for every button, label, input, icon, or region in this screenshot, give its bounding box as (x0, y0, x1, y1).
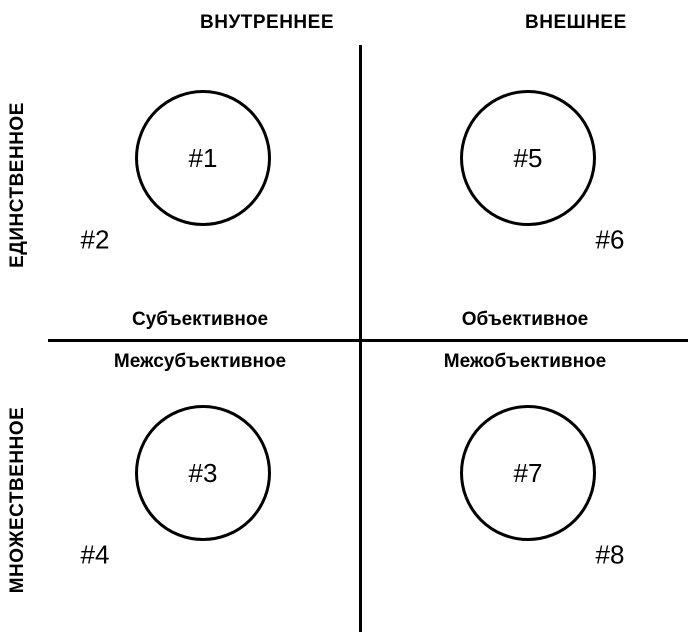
midlabel-intersubjective: Межсубъективное (114, 351, 286, 373)
midlabel-interobjective: Межобъективное (444, 351, 606, 373)
quadrant-circle-7: #7 (460, 405, 596, 541)
quadrant-outer-2: #2 (81, 225, 110, 256)
side-label-plural: МНОЖЕСТВЕННОЕ (7, 407, 29, 594)
circle-label: #7 (514, 458, 543, 489)
side-label-singular: ЕДИНСТВЕННОЕ (7, 102, 29, 268)
circle-label: #1 (189, 143, 218, 174)
midlabel-objective: Объективное (462, 309, 589, 331)
quadrant-outer-8: #8 (596, 540, 625, 571)
axis-horizontal (48, 339, 688, 342)
circle-label: #3 (189, 458, 218, 489)
quadrant-outer-6: #6 (596, 225, 625, 256)
quadrant-circle-1: #1 (135, 90, 271, 226)
circle-label: #5 (514, 143, 543, 174)
quadrant-outer-4: #4 (81, 540, 110, 571)
quadrant-diagram: ВНУТРЕННЕЕ ВНЕШНЕЕ ЕДИНСТВЕННОЕ МНОЖЕСТВ… (0, 0, 700, 634)
quadrant-circle-5: #5 (460, 90, 596, 226)
midlabel-subjective: Субъективное (132, 309, 268, 331)
quadrant-circle-3: #3 (135, 405, 271, 541)
